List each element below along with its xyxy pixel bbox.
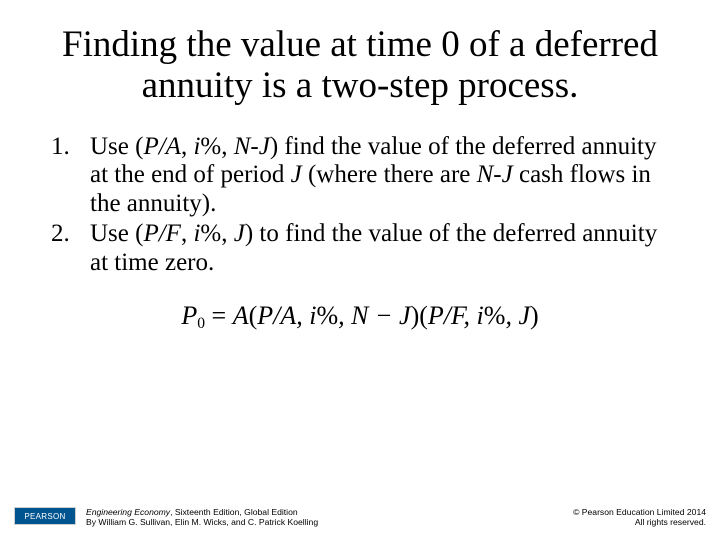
- book-title: Engineering Economy: [86, 507, 170, 517]
- authors-text: By William G. Sullivan, Elin M. Wicks, a…: [86, 517, 318, 527]
- logo-text: PEARSON: [24, 512, 65, 521]
- text-frag: (where there are: [302, 161, 477, 188]
- comma: ,: [505, 301, 518, 330]
- factor-pf-formula: P/F, i: [428, 301, 484, 330]
- text-frag: %,: [200, 220, 233, 247]
- period-j: J: [234, 220, 245, 247]
- text-frag: ,: [181, 220, 194, 247]
- percent: %: [316, 301, 338, 330]
- copyright: © Pearson Education Limited 2014 All rig…: [573, 507, 706, 528]
- step-1: Use (P/A, i%, N-J) find the value of the…: [76, 133, 670, 219]
- paren: )(: [411, 301, 428, 330]
- var-p: P: [181, 301, 197, 330]
- formula-block: P0 = A(P/A, i%, N − J)(P/F, i%, J): [40, 301, 680, 333]
- pearson-logo: PEARSON: [14, 507, 76, 525]
- factor-pf: P/F: [143, 220, 181, 247]
- step-1-text: Use (P/A, i%, N-J) find the value of the…: [90, 133, 657, 217]
- factor-pa-формula: P/A, i: [257, 301, 316, 330]
- factor-pa: P/A: [143, 133, 181, 160]
- step-2-text: Use (P/F, i%, J) to find the value of th…: [90, 220, 657, 276]
- text-frag: %,: [200, 133, 233, 160]
- sub-zero: 0: [197, 315, 205, 332]
- edition-text: , Sixteenth Edition, Global Edition: [170, 507, 298, 517]
- percent: %: [484, 301, 506, 330]
- var-a: A: [233, 301, 249, 330]
- var-nj: N − J: [351, 301, 410, 330]
- text-frag: ,: [181, 133, 194, 160]
- period-nj: N-J: [234, 133, 270, 160]
- period-j: J: [291, 161, 302, 188]
- var-j: J: [518, 301, 530, 330]
- paren: ): [530, 301, 539, 330]
- copyright-line1: © Pearson Education Limited 2014: [573, 507, 706, 517]
- slide-title: Finding the value at time 0 of a deferre…: [60, 24, 660, 107]
- count-nj: N-J: [477, 161, 513, 188]
- credits: Engineering Economy, Sixteenth Edition, …: [86, 507, 318, 528]
- text-frag: Use (: [90, 133, 143, 160]
- copyright-line2: All rights reserved.: [635, 517, 706, 527]
- slide: Finding the value at time 0 of a deferre…: [0, 0, 720, 540]
- paren: (: [249, 301, 258, 330]
- comma: ,: [338, 301, 351, 330]
- footer: PEARSON Engineering Economy, Sixteenth E…: [0, 494, 720, 540]
- text-frag: Use (: [90, 220, 143, 247]
- formula: P0 = A(P/A, i%, N − J)(P/F, i%, J): [181, 301, 538, 333]
- equals: =: [205, 301, 233, 330]
- step-list: Use (P/A, i%, N-J) find the value of the…: [76, 133, 670, 278]
- step-2: Use (P/F, i%, J) to find the value of th…: [76, 220, 670, 277]
